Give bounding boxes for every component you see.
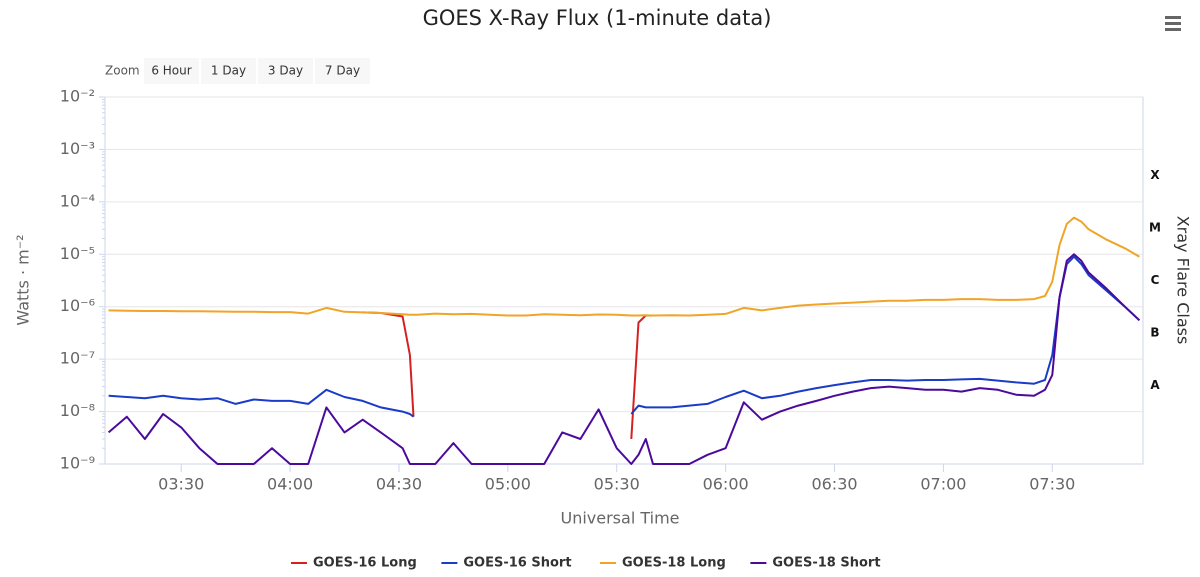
zoom-button-bg[interactable]	[201, 58, 256, 84]
y-tick-label: 10⁻⁸	[60, 401, 95, 420]
zoom-label: Zoom	[105, 64, 140, 78]
legend-item[interactable]: GOES-16 Short	[441, 556, 572, 571]
x-tick-label: 03:30	[158, 475, 204, 494]
y-tick-label: 10⁻⁶	[60, 296, 95, 315]
zoom-button-label[interactable]: 1 Day	[211, 64, 246, 78]
plot-area	[104, 96, 1144, 465]
y-tick-label: 10⁻⁴	[60, 191, 95, 210]
menu-icon-bar	[1165, 16, 1181, 19]
legend-label[interactable]: GOES-16 Short	[463, 556, 571, 571]
legend-item[interactable]: GOES-18 Short	[750, 556, 881, 571]
legend-label[interactable]: GOES-18 Long	[622, 556, 726, 571]
legend-item[interactable]: GOES-18 Long	[600, 556, 726, 571]
menu-button[interactable]	[1162, 12, 1184, 34]
zoom-button-label[interactable]: 7 Day	[325, 64, 360, 78]
x-tick-label: 04:30	[376, 475, 422, 494]
legend-item[interactable]: GOES-16 Long	[291, 556, 417, 571]
y-tick-label: 10⁻²	[60, 87, 95, 106]
legend-label[interactable]: GOES-18 Short	[772, 556, 880, 571]
zoom-button[interactable]: 1 Day	[201, 58, 256, 84]
flare-class-label: X	[1150, 168, 1160, 182]
zoom-button[interactable]: 6 Hour	[144, 58, 199, 84]
zoom-button-label[interactable]: 3 Day	[268, 64, 303, 78]
x-axis-title: Universal Time	[560, 509, 679, 528]
zoom-button-bg[interactable]	[315, 58, 370, 84]
chart-title: GOES X-Ray Flux (1-minute data)	[423, 6, 772, 30]
y-tick-label: 10⁻³	[60, 139, 95, 158]
flare-class-label: A	[1150, 378, 1160, 392]
x-tick-label: 04:00	[267, 475, 313, 494]
x-tick-label: 07:30	[1029, 475, 1075, 494]
flare-class-label: C	[1151, 273, 1160, 287]
y2-axis-title: Xray Flare Class	[1174, 216, 1193, 345]
flare-class-label: B	[1150, 325, 1159, 339]
x-tick-label: 06:30	[811, 475, 857, 494]
zoom-button[interactable]: 7 Day	[315, 58, 370, 84]
series-line	[108, 255, 1141, 418]
menu-icon-bar	[1165, 28, 1181, 31]
y-tick-label: 10⁻⁹	[60, 454, 95, 473]
y-tick-label: 10⁻⁷	[60, 349, 95, 368]
y-tick-label: 10⁻⁵	[60, 244, 95, 263]
series-line	[108, 216, 1140, 317]
x-tick-label: 05:30	[594, 475, 640, 494]
zoom-button-bg[interactable]	[258, 58, 313, 84]
series-line	[107, 253, 1141, 465]
menu-icon-bar	[1165, 22, 1181, 25]
zoom-button-bg[interactable]	[144, 58, 199, 84]
zoom-button[interactable]: 3 Day	[258, 58, 313, 84]
flare-class-label: M	[1149, 221, 1161, 235]
series-line	[362, 311, 653, 440]
zoom-button-label[interactable]: 6 Hour	[151, 64, 191, 78]
x-tick-label: 07:00	[920, 475, 966, 494]
x-tick-label: 05:00	[485, 475, 531, 494]
legend-label[interactable]: GOES-16 Long	[313, 556, 417, 571]
y-axis-title: Watts · m⁻²	[14, 234, 33, 325]
x-tick-label: 06:00	[703, 475, 749, 494]
